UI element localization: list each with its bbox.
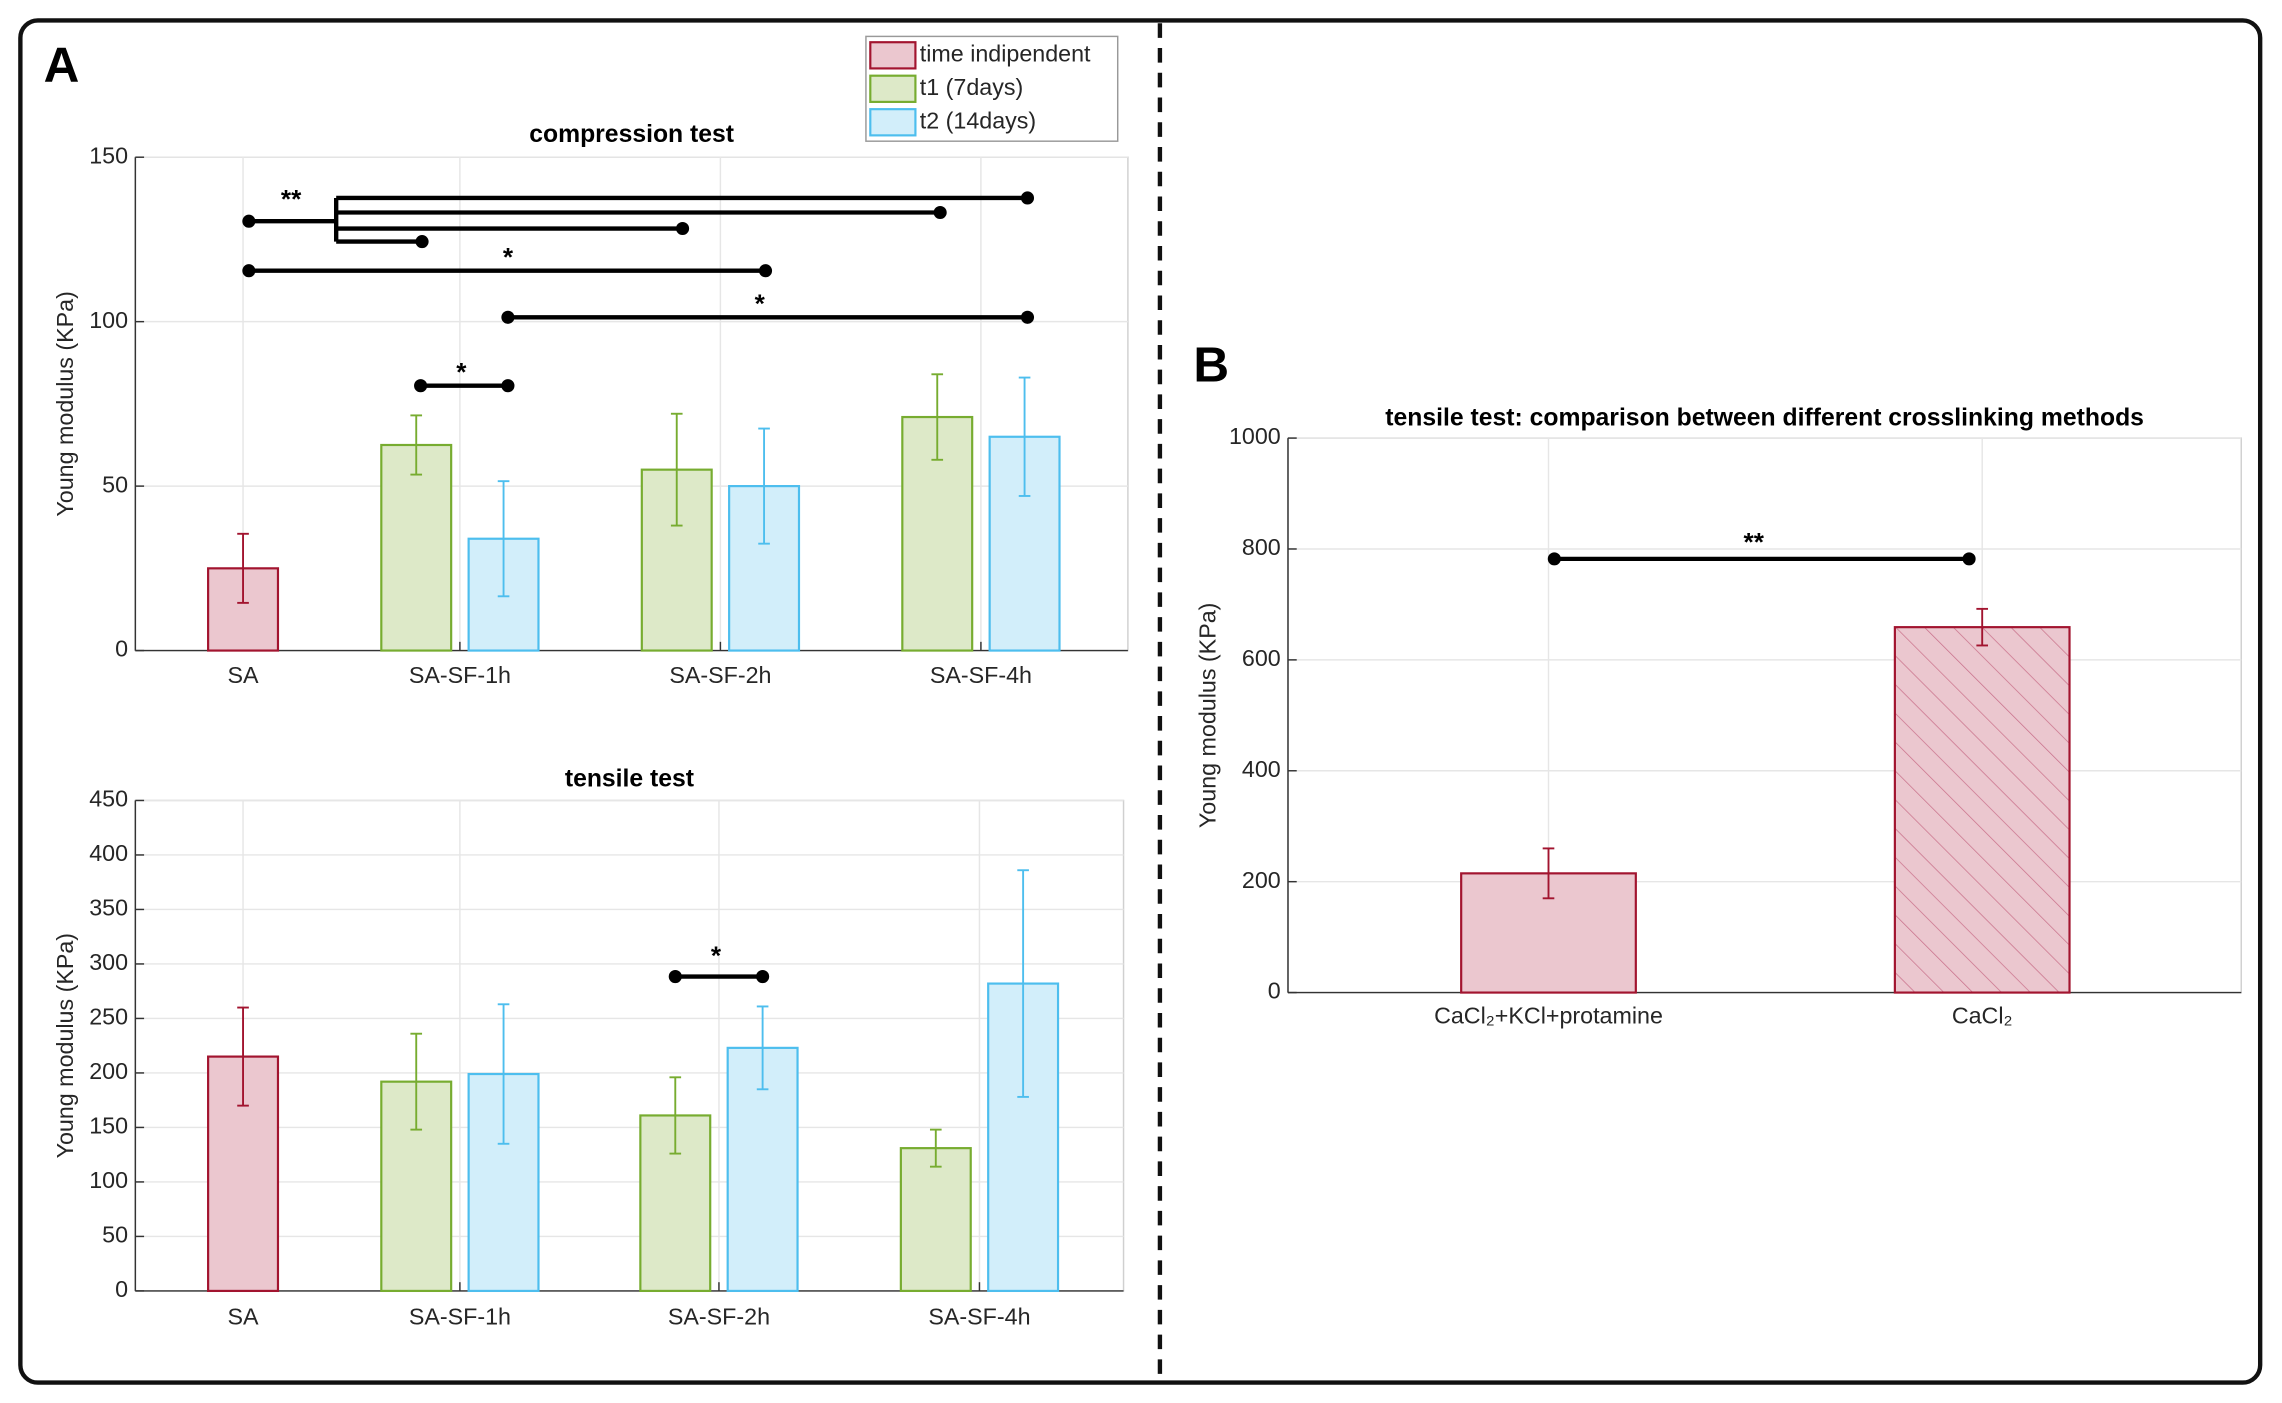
chart-title: tensile test [565, 766, 694, 793]
error-bar [931, 373, 944, 461]
y-tick-label: 0 [115, 636, 128, 662]
significance-bracket [668, 970, 770, 984]
y-tick-label: 150 [89, 142, 128, 168]
chart-title: compression test [529, 121, 734, 148]
y-tick-label: 50 [102, 1222, 128, 1248]
y-tick-label: 300 [89, 949, 128, 975]
x-tick-label: SA-SF-2h [669, 662, 771, 688]
bracket-dot [242, 214, 256, 228]
y-tick-label: 400 [1242, 756, 1281, 782]
error-bar [1542, 847, 1555, 900]
bracket-dot [1962, 552, 1976, 566]
significance-bracket [242, 264, 773, 278]
bar [380, 443, 453, 652]
x-tick-label: SA-SF-1h [409, 1304, 511, 1330]
y-tick-label: 50 [102, 471, 128, 497]
significance-label: * [503, 242, 514, 272]
y-axis-label: Young modulus (KPa) [52, 291, 78, 516]
significance-bracket [242, 191, 1035, 249]
plot-area [134, 799, 1125, 1292]
bracket-dot [415, 235, 429, 249]
error-bar [237, 1006, 249, 1107]
significance-label: * [711, 941, 722, 971]
y-tick-label: 200 [89, 1058, 128, 1084]
legend-swatch [869, 108, 917, 137]
significance-bracket [1547, 552, 1976, 566]
legend-label: t1 (7days) [920, 74, 1023, 100]
x-tick-label: SA-SF-4h [928, 1304, 1030, 1330]
significance-label: * [755, 289, 766, 319]
bracket-dot [242, 264, 256, 278]
legend-label: t2 (14days) [920, 107, 1036, 133]
y-tick-label: 400 [89, 840, 128, 866]
chart-title: tensile test: comparison between differe… [1385, 405, 2144, 432]
error-bar [1976, 607, 1989, 647]
significance-label: ** [281, 184, 302, 214]
y-tick-label: 1000 [1229, 423, 1281, 449]
bracket-dot [758, 264, 773, 278]
y-axis-label: Young modulus (KPa) [1195, 603, 1221, 828]
error-bar [670, 412, 683, 527]
x-tick-label: SA [228, 1304, 260, 1330]
y-tick-label: 350 [89, 895, 128, 921]
x-tick-label: SA-SF-1h [409, 662, 511, 688]
significance-label: ** [1744, 527, 1765, 557]
bracket-dot [1547, 552, 1561, 566]
error-bar [929, 1128, 942, 1168]
significance-bracket [501, 310, 1035, 324]
bar [899, 1147, 972, 1293]
y-tick-label: 100 [89, 307, 128, 333]
error-bar [758, 427, 770, 545]
plot-area [1287, 437, 2242, 994]
legend-label: time indipendent [920, 40, 1091, 66]
error-bar [410, 414, 423, 476]
figure-border [18, 18, 2263, 1385]
error-bar [410, 1032, 423, 1131]
error-bar [237, 532, 249, 604]
bracket-dot [1020, 191, 1035, 205]
legend-swatch [869, 41, 917, 70]
x-tick-label: SA-SF-2h [668, 1304, 770, 1330]
bracket-dot [676, 221, 690, 236]
bar [1893, 626, 2071, 994]
y-tick-label: 0 [1268, 978, 1281, 1004]
bracket-dot [668, 970, 682, 984]
y-tick-label: 800 [1242, 534, 1281, 560]
y-tick-label: 250 [89, 1004, 128, 1030]
bracket-dot [1020, 310, 1035, 324]
y-tick-label: 150 [89, 1113, 128, 1139]
error-bar [497, 480, 510, 598]
bracket-dot [501, 310, 515, 324]
y-tick-label: 100 [89, 1167, 128, 1193]
error-bar [756, 1005, 769, 1091]
y-axis-label: Young modulus (KPa) [52, 933, 78, 1158]
x-tick-label: CaCl₂ [1952, 1002, 2013, 1028]
x-tick-label: SA [228, 662, 260, 688]
y-tick-label: 0 [115, 1276, 128, 1302]
x-tick-label: CaCl₂+KCl+protamine [1434, 1002, 1663, 1028]
bracket-dot [414, 379, 428, 393]
plot-area [134, 156, 1129, 652]
error-bar [497, 1003, 510, 1145]
bracket-dot [756, 970, 770, 984]
y-tick-label: 450 [89, 786, 128, 812]
panel-label: B [1193, 337, 1229, 392]
bracket-dot [933, 205, 947, 220]
y-tick-label: 600 [1242, 645, 1281, 671]
error-bar [1017, 869, 1029, 1098]
significance-bracket [414, 379, 515, 393]
legend-swatch [869, 74, 917, 103]
error-bar [1018, 376, 1031, 497]
panel-label: A [44, 37, 80, 92]
significance-label: * [456, 357, 467, 387]
error-bar [669, 1076, 682, 1155]
x-tick-label: SA-SF-4h [930, 662, 1032, 688]
bracket-dot [501, 379, 515, 393]
y-tick-label: 200 [1242, 867, 1281, 893]
